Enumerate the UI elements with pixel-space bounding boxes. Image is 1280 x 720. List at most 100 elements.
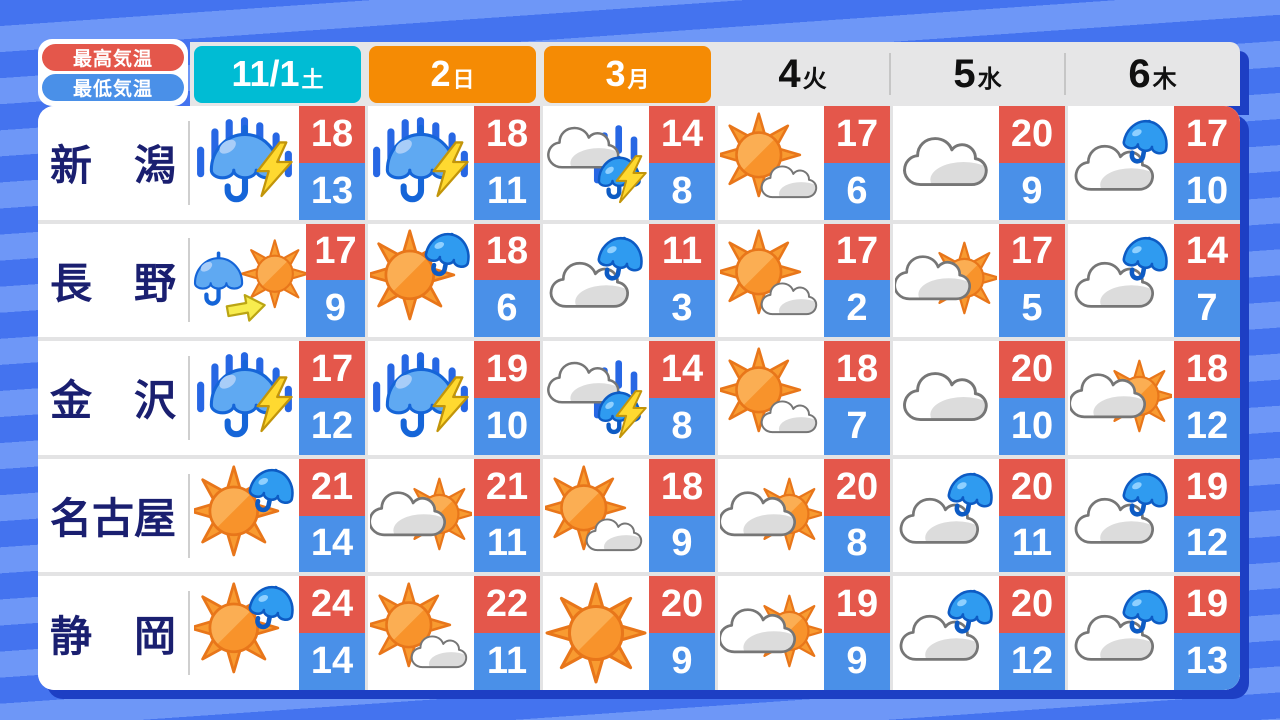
low-temp: 2 — [824, 280, 890, 338]
city-name: 名古屋 — [49, 495, 176, 543]
cloud-umbrella-icon — [1070, 112, 1172, 214]
weather-icon-box — [190, 576, 299, 690]
temp-column: 20 8 — [824, 458, 890, 573]
temp-column: 22 11 — [474, 576, 540, 690]
cloud-umbrella-icon — [1070, 229, 1172, 331]
forecast-row: 静 岡 24 14 22 11 20 9 19 9 20 12 19 13 — [38, 576, 1240, 690]
day-date: 4 — [778, 52, 801, 96]
low-temp: 11 — [474, 515, 540, 573]
high-temp: 20 — [824, 458, 890, 516]
low-temp: 6 — [474, 280, 540, 338]
day-date: 5 — [953, 52, 976, 96]
day-tab: 11/1 土 — [194, 45, 361, 103]
low-temp: 11 — [999, 515, 1065, 573]
high-temp: 19 — [824, 576, 890, 634]
sun-icon — [545, 582, 647, 684]
low-temp: 9 — [306, 280, 365, 338]
temp-column: 14 8 — [649, 106, 715, 220]
forecast-row: 新 潟 18 13 18 11 14 8 17 6 20 9 17 10 — [38, 106, 1240, 220]
high-temp: 20 — [999, 106, 1065, 163]
temp-column: 17 5 — [999, 223, 1065, 338]
high-temp: 19 — [1174, 458, 1240, 516]
forecast-cell: 17 5 — [890, 223, 1065, 338]
temp-column: 20 12 — [999, 576, 1065, 690]
low-temp: 12 — [299, 397, 365, 455]
rain-thunder-icon — [370, 112, 472, 214]
forecast-cell: 18 7 — [715, 341, 890, 455]
high-temp: 19 — [1174, 576, 1240, 634]
weather-icon-box — [368, 341, 474, 455]
day-weekday: 土 — [301, 67, 324, 92]
weather-icon-box — [718, 224, 824, 338]
forecast-cell: 17 10 — [1065, 106, 1240, 220]
low-temp: 7 — [1174, 280, 1240, 338]
temp-column: 17 12 — [299, 341, 365, 455]
day-weekday: 木 — [1152, 66, 1177, 93]
day-weekday: 日 — [452, 67, 475, 92]
low-temp-legend: 最低気温 — [42, 74, 184, 101]
forecast-cell: 20 9 — [540, 576, 715, 690]
temp-column: 19 10 — [474, 341, 540, 455]
day-date: 6 — [1128, 52, 1151, 96]
weather-icon-box — [1068, 459, 1174, 573]
sun-cloud-icon — [370, 582, 472, 684]
forecast-row: 長 野 17 9 18 6 11 3 17 2 17 5 14 7 — [38, 223, 1240, 338]
forecast-cell: 19 12 — [1065, 458, 1240, 573]
low-temp: 10 — [999, 397, 1065, 455]
low-temp: 5 — [999, 280, 1065, 338]
cloud-sun-icon — [1070, 347, 1172, 449]
temp-column: 21 11 — [474, 458, 540, 573]
temp-column: 14 7 — [1174, 223, 1240, 338]
forecast-cell: 14 8 — [540, 341, 715, 455]
forecast-cell: 21 14 — [190, 458, 365, 573]
low-temp: 11 — [474, 162, 540, 220]
high-temp: 21 — [299, 458, 365, 516]
forecast-cell: 20 9 — [890, 106, 1065, 220]
low-temp: 12 — [999, 633, 1065, 690]
cloud-sun-icon — [370, 465, 472, 567]
rain-thunder-icon — [194, 347, 296, 449]
high-temp: 17 — [306, 223, 365, 281]
weather-icon-box — [893, 459, 999, 573]
low-temp: 9 — [824, 633, 890, 690]
weather-icon-box — [1068, 224, 1174, 338]
cloud-rain-thunder-icon — [545, 347, 647, 449]
forecast-cell: 18 9 — [540, 458, 715, 573]
temp-column: 14 8 — [649, 341, 715, 455]
sun-cloud-icon — [720, 112, 822, 214]
weather-icon-box — [368, 576, 474, 690]
city-divider — [188, 355, 190, 440]
weather-icon-box — [543, 576, 649, 690]
forecast-cell: 19 13 — [1065, 576, 1240, 690]
low-temp: 12 — [1174, 515, 1240, 573]
cloud-sun-icon — [895, 229, 997, 331]
high-temp: 18 — [474, 223, 540, 281]
temp-column: 20 9 — [999, 106, 1065, 220]
temp-column: 20 11 — [999, 458, 1065, 573]
weather-icon-box — [543, 341, 649, 455]
city-divider — [188, 591, 190, 676]
high-temp: 19 — [474, 341, 540, 398]
forecast-cell: 19 10 — [365, 341, 540, 455]
high-temp: 14 — [649, 106, 715, 163]
low-temp: 7 — [824, 397, 890, 455]
weather-icon-box — [718, 576, 824, 690]
forecast-cell: 17 6 — [715, 106, 890, 220]
low-temp: 14 — [299, 633, 365, 690]
cloud-icon — [895, 112, 997, 214]
low-temp: 11 — [474, 633, 540, 690]
forecast-cell: 19 9 — [715, 576, 890, 690]
temp-column: 18 7 — [824, 341, 890, 455]
forecast-cell: 18 12 — [1065, 341, 1240, 455]
temp-column: 17 2 — [824, 223, 890, 338]
day-weekday: 月 — [627, 67, 650, 92]
low-temp: 6 — [824, 162, 890, 220]
cloud-umbrella-icon — [1070, 465, 1172, 567]
weather-icon-box — [893, 576, 999, 690]
cloud-sun-icon — [720, 465, 822, 567]
forecast-cell: 21 11 — [365, 458, 540, 573]
forecast-cell: 17 9 — [190, 223, 365, 338]
temp-column: 17 10 — [1174, 106, 1240, 220]
date-header-row: 11/1 土 2 日 3 月 4 火 5 水 6 木 — [190, 42, 1240, 106]
